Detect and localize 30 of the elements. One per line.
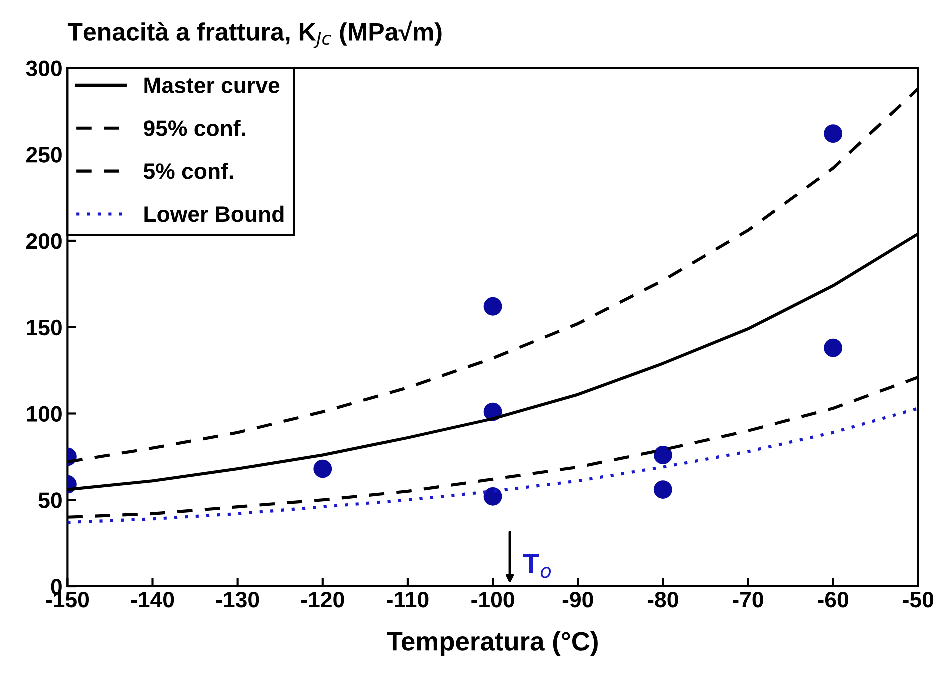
x-tick-label: -70 [733,592,764,608]
x-tick-label: -50 [903,592,934,608]
legend-label: 5% conf. [144,162,234,180]
x-tick-label: -80 [648,592,678,608]
point [654,480,672,499]
y-tick-label: 200 [26,234,62,250]
x-tick-label: -60 [818,592,848,608]
point [484,487,502,506]
legend-label: Lower Bound [144,206,284,222]
x-tick-label: -100 [472,592,514,608]
y-tick-label: 150 [27,320,62,336]
x-axis-title: Temperatura (°C) [387,632,598,656]
x-tick-label: -130 [216,592,260,608]
x-tick-label: -140 [131,592,174,608]
y-tick-label: 250 [26,147,62,163]
y-tick-label: 100 [27,406,62,422]
point [654,446,672,464]
chart-title: Tenacità a frattura, K$_{Jc}$ (MPa√m) [68,20,442,48]
legend-label: 95% conf. [144,120,246,136]
line-series [68,407,918,524]
legend-label: Master curve [144,78,280,94]
x-tick-label: -110 [387,592,429,608]
point [824,338,843,358]
point [484,297,502,316]
point [824,124,843,144]
y-tick-label: 50 [38,492,62,508]
annotation: T$_{o}$ [523,554,552,578]
y-tick-label: 300 [26,60,62,76]
x-tick-label: -120 [302,592,344,608]
x-tick-label: -90 [562,592,594,608]
